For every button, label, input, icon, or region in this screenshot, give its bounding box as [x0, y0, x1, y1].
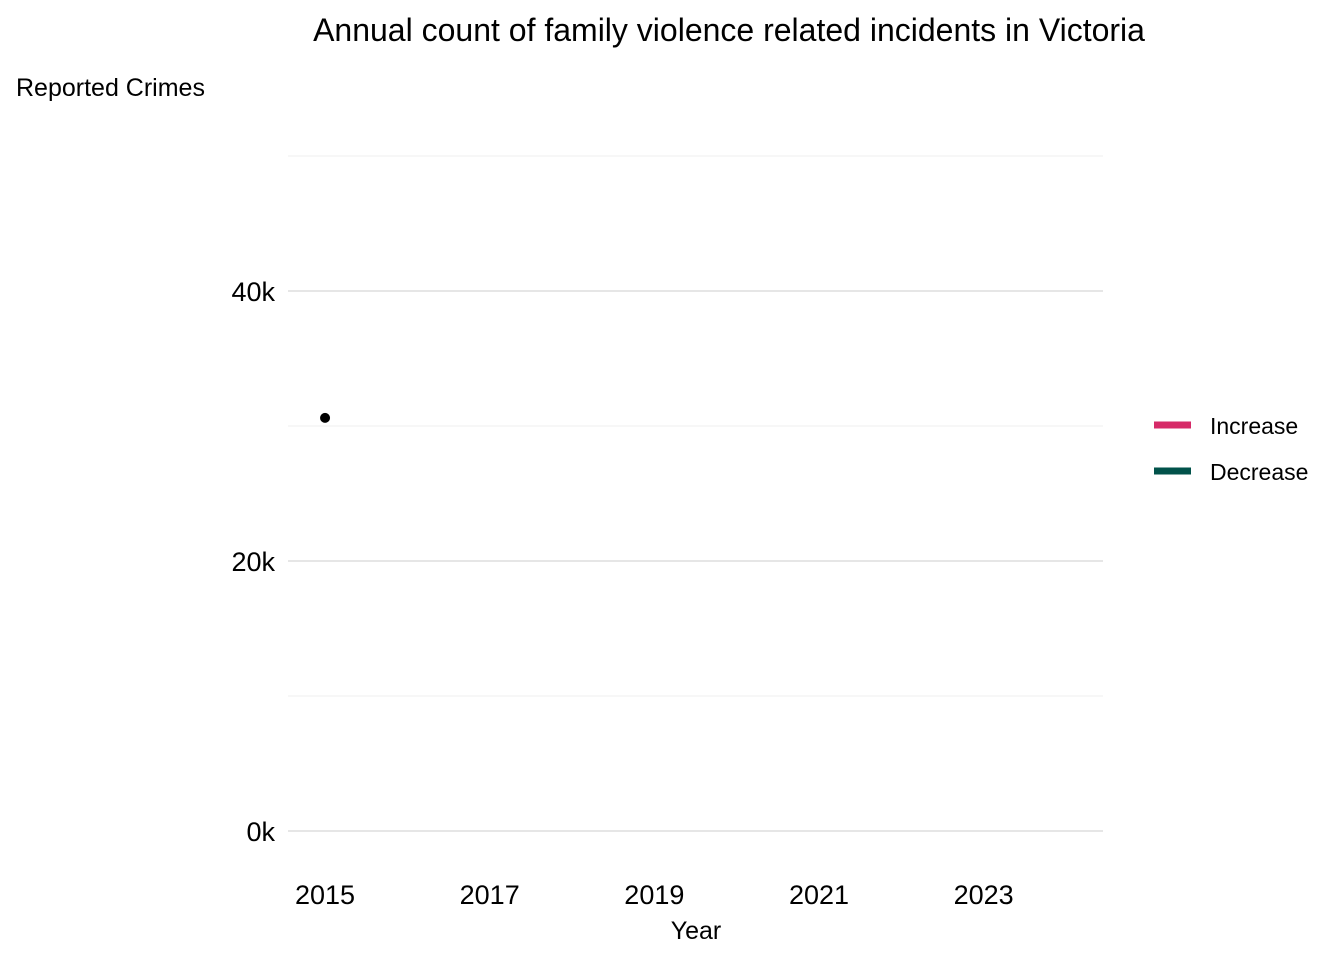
x-tick-label: 2019 [624, 880, 684, 910]
x-tick-label: 2017 [460, 880, 520, 910]
y-tick-label: 0k [246, 817, 275, 847]
x-tick-label: 2023 [954, 880, 1014, 910]
x-tick-label: 2015 [295, 880, 355, 910]
chart-title: Annual count of family violence related … [313, 12, 1145, 48]
marks-layer [320, 412, 331, 423]
legend: Increase Decrease [1154, 413, 1308, 485]
x-tick-label: 2021 [789, 880, 849, 910]
legend-label: Increase [1210, 413, 1298, 439]
grid-layer [288, 155, 1103, 832]
y-tick-label: 40k [231, 277, 275, 307]
data-point [320, 412, 331, 423]
legend-label: Decrease [1210, 459, 1308, 485]
y-axis-label: Reported Crimes [16, 74, 205, 102]
y-tick-label: 20k [231, 547, 275, 577]
x-axis-label: Year [671, 917, 722, 945]
axis-layer: 0k 20k 40k 2015 2017 2019 2021 2023 [231, 277, 1013, 910]
